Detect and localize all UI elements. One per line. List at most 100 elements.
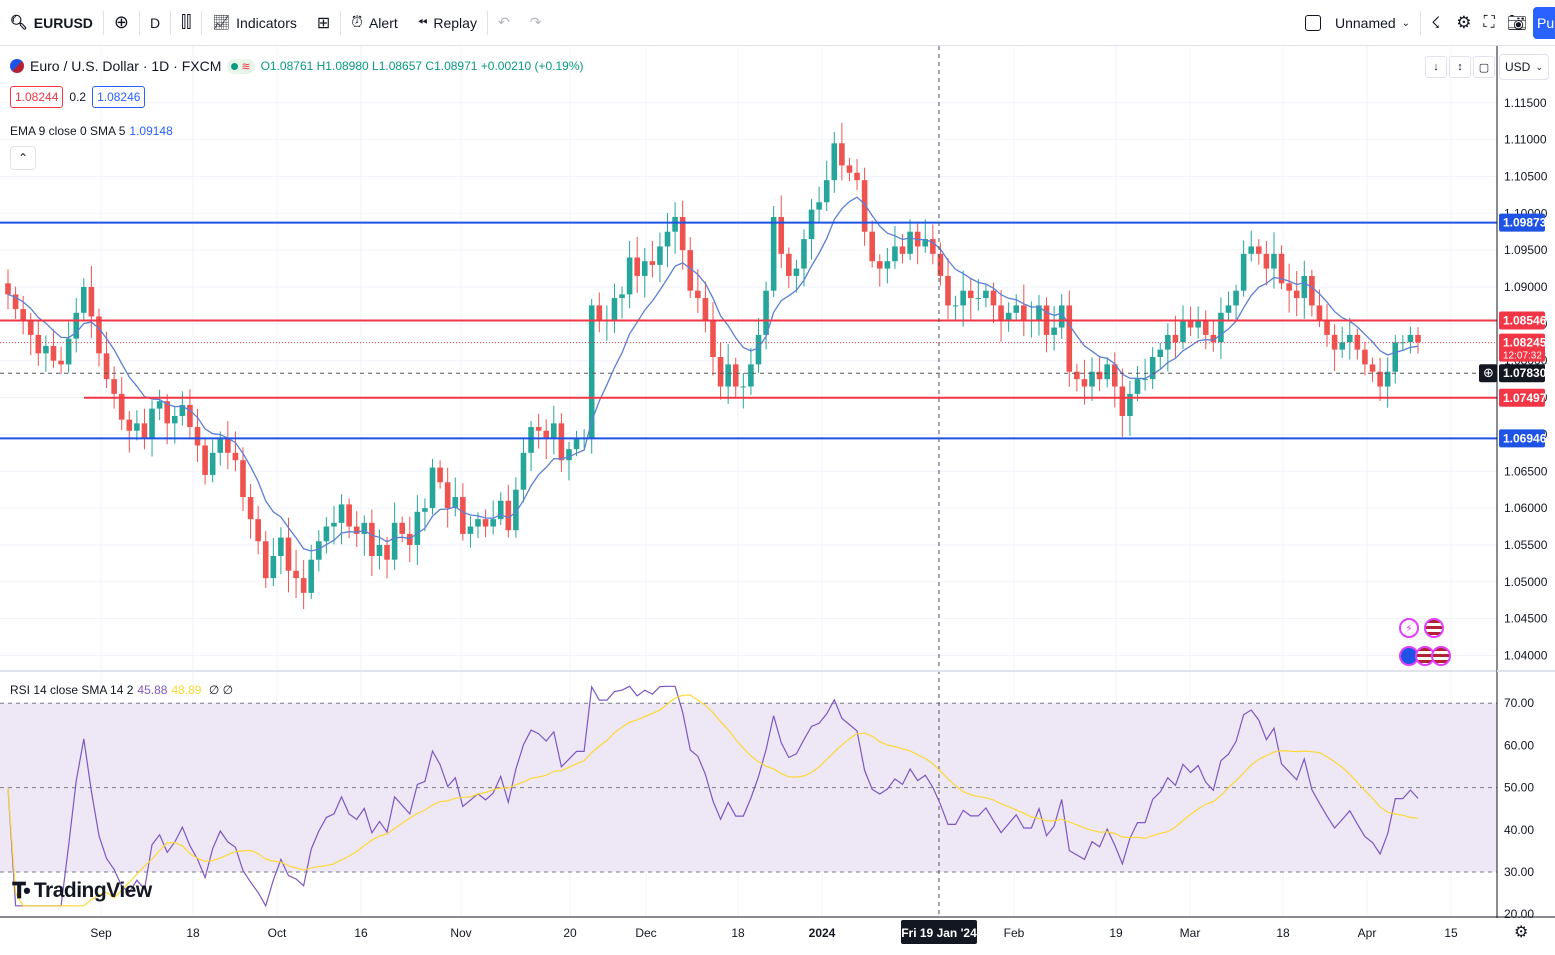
redo-button[interactable]: ↷ — [520, 0, 552, 46]
candle-body — [384, 544, 390, 560]
fullscreen-button[interactable]: ⛶ — [1477, 0, 1500, 46]
candle-body — [81, 287, 87, 313]
candle-body — [50, 345, 57, 361]
replay-button[interactable]: ⏪︎ Replay — [408, 0, 487, 46]
candle-body — [1218, 312, 1224, 343]
dividends-event-icon[interactable]: ⚡︎ — [1399, 618, 1419, 638]
candle-body — [1013, 305, 1020, 313]
symbol-search[interactable]: 🔍︎ EURUSD — [0, 0, 103, 46]
fullscreen-icon: ⛶ — [1483, 14, 1495, 31]
candle-body — [573, 438, 580, 450]
rsi-tick-label: 70.00 — [1504, 696, 1534, 710]
collapse-legend-button[interactable]: ⌃ — [10, 146, 36, 170]
candle-body — [209, 452, 216, 475]
divider — [486, 10, 488, 35]
candle-body — [626, 257, 633, 295]
candle-body — [748, 364, 754, 387]
layout-menu[interactable]: Unnamed ⌄ — [1295, 0, 1420, 46]
ema-legend[interactable]: EMA 9 close 0 SMA 5 1.09148 — [10, 124, 173, 138]
settings-button[interactable]: ⚙ — [1450, 0, 1477, 46]
candle-body — [490, 519, 496, 527]
price-tick-label: 1.11500 — [1504, 96, 1547, 110]
candle-body — [937, 253, 944, 276]
symbol-legend[interactable]: Euro / U.S. Dollar · 1D · FXCM ≋ O1.0876… — [10, 58, 584, 74]
level-price-tag: 1.09873 — [1503, 216, 1547, 230]
candle-body — [255, 519, 261, 542]
candle-body — [983, 290, 989, 299]
rsi-legend[interactable]: RSI 14 close SMA 14 2 45.88 48.89 ∅ ∅ — [10, 683, 233, 697]
symbol-label: EURUSD — [33, 14, 93, 31]
time-tick-label: Mar — [1180, 926, 1201, 940]
rsi-sma-line — [7, 694, 1419, 907]
price-tick-label: 1.06500 — [1504, 464, 1548, 478]
candle-body — [118, 393, 125, 420]
candle-body — [922, 239, 929, 247]
indicators-button[interactable]: 📈︎ Indicators — [202, 0, 306, 46]
candle-body — [1127, 393, 1133, 416]
candle-body — [528, 427, 534, 453]
time-tick-label: Sep — [90, 926, 112, 940]
chart-type-button[interactable]: ⫿⫿ — [171, 0, 201, 46]
chart-canvas[interactable]: 1.115001.110001.105001.100001.095001.090… — [0, 46, 1555, 955]
publish-button[interactable]: Pu — [1533, 7, 1555, 39]
undo-button[interactable]: ↶ — [488, 0, 520, 46]
candle-body — [710, 320, 716, 358]
publish-label: Pu — [1537, 15, 1555, 31]
candle-body — [164, 401, 170, 424]
candle-body — [452, 497, 459, 509]
time-tick-label: 19 — [1109, 926, 1123, 940]
candle-body — [1089, 371, 1095, 387]
candle-body — [755, 334, 762, 365]
interval-button[interactable]: D — [140, 0, 170, 46]
us-flag-event-icon[interactable] — [1424, 618, 1444, 638]
tv-logo-icon: 𝐓• — [12, 878, 31, 903]
level-price-tag: 1.07497 — [1503, 391, 1547, 405]
candle-body — [111, 379, 117, 394]
tradingview-logo[interactable]: 𝐓• TradingView — [12, 878, 152, 904]
candle-body — [126, 419, 133, 431]
candle-body — [20, 309, 26, 321]
compare-symbol-button[interactable]: ⊕ — [104, 0, 139, 46]
time-axis[interactable]: Sep 18 Oct 16 Nov 20 Dec 18 2024 Feb 19 Mar 18 Apr 15 F… — [90, 920, 1458, 944]
price-tick-label: 1.09500 — [1504, 243, 1548, 257]
candle-body — [513, 489, 519, 531]
candle-body — [740, 386, 747, 388]
currency-select[interactable]: USD ⌄ — [1499, 54, 1549, 80]
candle-body — [65, 338, 72, 365]
level-price-tag-bg — [1499, 311, 1545, 330]
level-price-tag-bg — [1499, 388, 1545, 407]
chart-settings-button[interactable]: ⚙ — [1514, 922, 1528, 942]
lightning-search-icon: ☇ — [1431, 15, 1441, 32]
candle-body — [187, 404, 193, 428]
buy-button[interactable]: 1.08246 — [92, 86, 146, 108]
chevron-down-icon: ⌄ — [1535, 61, 1543, 72]
candle-body — [1149, 357, 1156, 380]
sell-button[interactable]: 1.08244 — [10, 86, 64, 108]
candle-body — [1271, 253, 1277, 269]
camera-icon: 📷︎ — [1506, 15, 1527, 32]
divider — [1420, 11, 1422, 35]
horizontal-levels[interactable] — [0, 221, 1497, 440]
candle-body — [270, 556, 277, 579]
price-tick-label: 1.10500 — [1504, 169, 1548, 183]
quick-search-button[interactable]: ☇ — [1421, 0, 1450, 46]
us-flag-event-icon-3[interactable] — [1431, 646, 1451, 666]
maximize-pane-button[interactable]: ▢ — [1473, 56, 1495, 78]
candle-body — [414, 511, 421, 545]
rsi-axis[interactable]: 70.00 60.00 50.00 40.00 30.00 20.00 — [1504, 696, 1534, 921]
candle-body — [202, 445, 208, 475]
alert-button[interactable]: ⏰︎ Alert — [341, 0, 408, 46]
snapshot-button[interactable]: 📷︎ — [1501, 0, 1533, 46]
candle-body — [1081, 379, 1088, 387]
candle-body — [846, 165, 853, 173]
candle-body — [1256, 246, 1262, 254]
candle-body — [930, 239, 936, 254]
collapse-pane-button[interactable]: ↕ — [1449, 56, 1471, 78]
candle-body — [551, 423, 557, 439]
candle-body — [566, 449, 572, 461]
templates-button[interactable]: ⊞ — [307, 0, 340, 46]
candle-body — [808, 209, 815, 240]
candle-body — [687, 250, 694, 291]
candle-body — [1202, 320, 1209, 335]
move-pane-down-button[interactable]: ↓ — [1425, 56, 1447, 78]
